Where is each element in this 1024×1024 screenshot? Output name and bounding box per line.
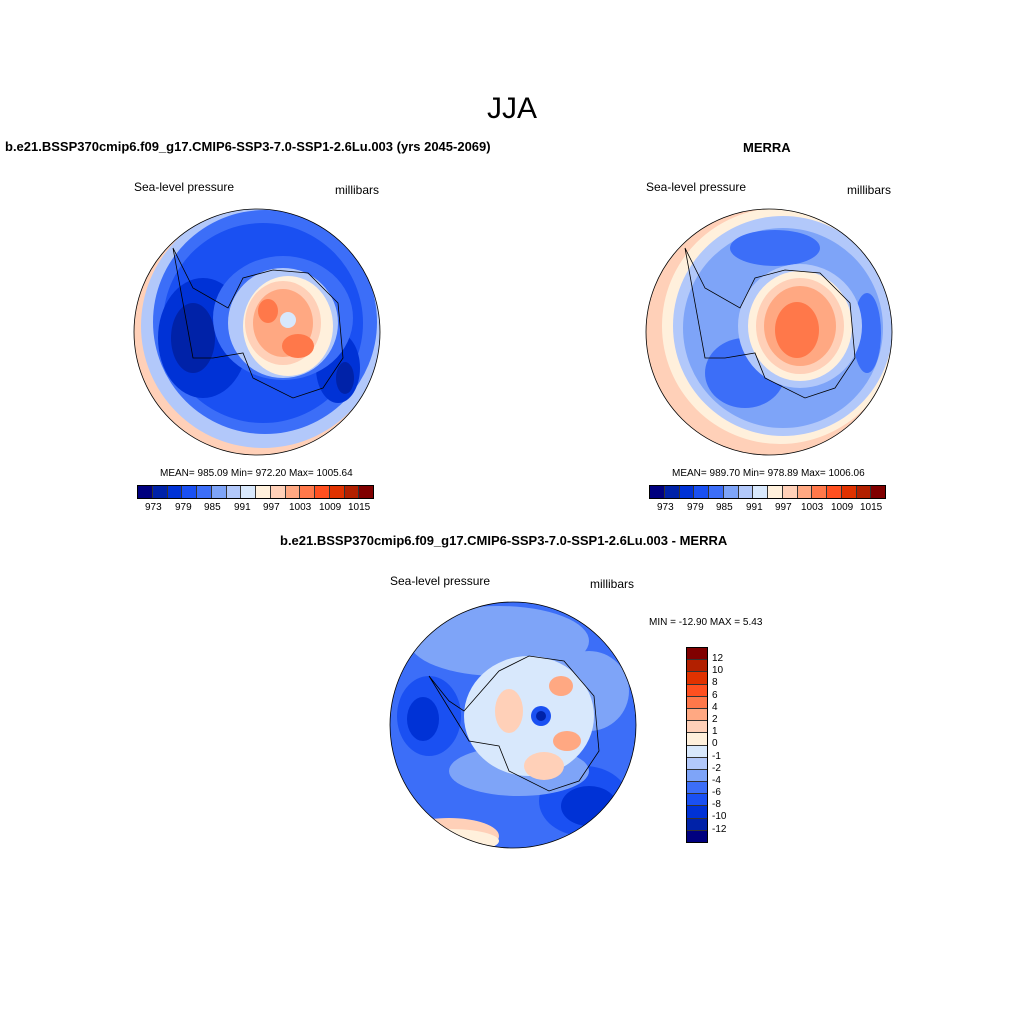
colorbar-tick: 997 — [263, 502, 280, 513]
colorbar-tick: 985 — [716, 502, 733, 513]
colorbar-tick: 4 — [712, 701, 718, 713]
panel1-polar-map — [133, 208, 381, 456]
panel1-variable-label: Sea-level pressure — [134, 180, 235, 194]
colorbar-tick: 991 — [234, 502, 251, 513]
panel3-difference-map — [389, 601, 637, 849]
panel3-colorbar: 12 10 8 6 4 2 1 0 -1 -2 -4 -6 -8 -10 -12 — [686, 647, 726, 843]
colorbar-tick: 8 — [712, 677, 718, 689]
panel3-stats: MIN = -12.90 MAX = 5.43 — [649, 617, 763, 628]
colorbar-tick: 1 — [712, 726, 718, 738]
panel2-colorbar: 973 979 985 991 997 1003 1009 1015 — [649, 485, 886, 513]
colorbar-tick: 1003 — [289, 502, 312, 513]
panel1-stats: MEAN= 985.09 Min= 972.20 Max= 1005.64 — [160, 468, 353, 479]
colorbar-tick: 2 — [712, 713, 718, 725]
colorbar-boxes — [649, 485, 886, 499]
panel2-title: MERRA — [743, 140, 791, 155]
colorbar-tick: 973 — [657, 502, 674, 513]
colorbar-tick: 10 — [712, 665, 724, 677]
colorbar-tick: -12 — [712, 823, 727, 835]
panel1-title: b.e21.BSSP370cmip6.f09_g17.CMIP6-SSP3-7.… — [5, 139, 491, 154]
panel3-variable-label: Sea-level pressure — [390, 574, 491, 588]
colorbar-tick: -8 — [712, 799, 721, 811]
colorbar-tick: 979 — [175, 502, 192, 513]
colorbar-tick: 1003 — [801, 502, 824, 513]
panel3-title: b.e21.BSSP370cmip6.f09_g17.CMIP6-SSP3-7.… — [280, 533, 728, 548]
panel1-colorbar: 973 979 985 991 997 1003 1009 1015 — [137, 485, 374, 513]
colorbar-tick: 1015 — [860, 502, 883, 513]
colorbar-tick-labels: 12 10 8 6 4 2 1 0 -1 -2 -4 -6 -8 -10 -12 — [712, 653, 726, 836]
figure-title: JJA — [486, 92, 537, 125]
colorbar-tick: 973 — [145, 502, 162, 513]
colorbar-tick: 991 — [746, 502, 763, 513]
colorbar-boxes — [137, 485, 374, 499]
colorbar-tick: -10 — [712, 811, 727, 823]
colorbar-tick: -4 — [712, 774, 721, 786]
colorbar-tick: 6 — [712, 689, 718, 701]
panel2-units-label: millibars — [847, 183, 892, 197]
colorbar-tick: -6 — [712, 787, 721, 799]
colorbar-tick: -2 — [712, 762, 721, 774]
colorbar-boxes — [686, 647, 708, 843]
colorbar-tick: 0 — [712, 738, 718, 750]
panel1-units-label: millibars — [335, 183, 380, 197]
panel2-stats: MEAN= 989.70 Min= 978.89 Max= 1006.06 — [672, 468, 865, 479]
colorbar-tick: 979 — [687, 502, 704, 513]
panel2-polar-map — [645, 208, 893, 456]
colorbar-tick: -1 — [712, 750, 721, 762]
colorbar-tick: 1009 — [831, 502, 854, 513]
colorbar-tick: 997 — [775, 502, 792, 513]
panel2-variable-label: Sea-level pressure — [646, 180, 747, 194]
colorbar-tick: 1015 — [348, 502, 371, 513]
colorbar-tick: 985 — [204, 502, 221, 513]
colorbar-tick: 12 — [712, 653, 724, 664]
panel3-units-label: millibars — [590, 577, 635, 591]
colorbar-tick: 1009 — [319, 502, 342, 513]
